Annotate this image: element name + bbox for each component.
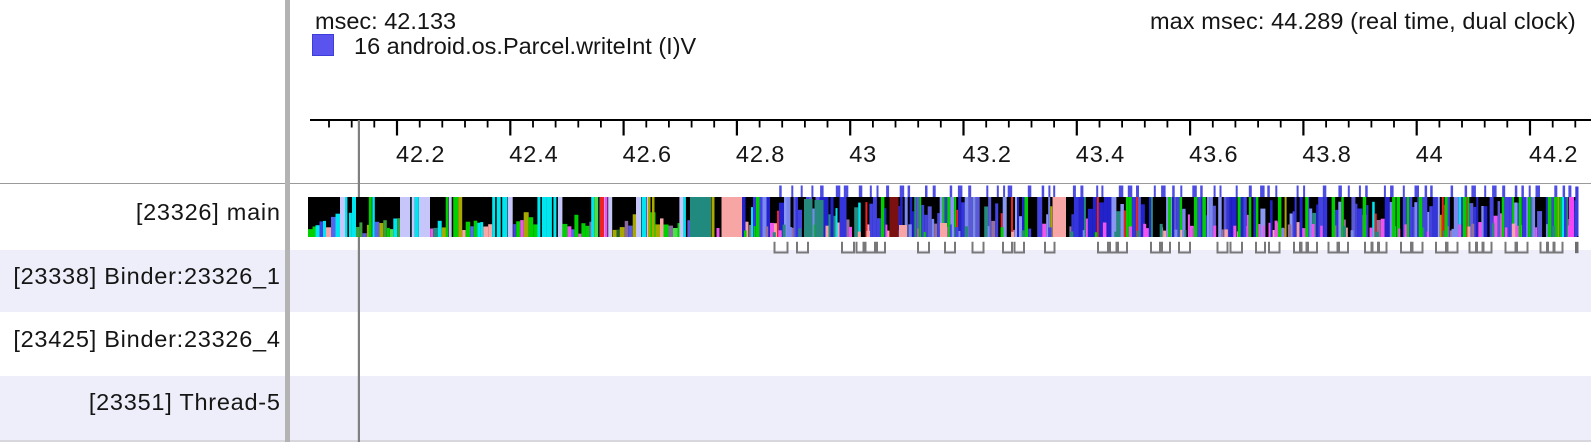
svg-text:42.2: 42.2 — [396, 141, 445, 167]
svg-text:42.6: 42.6 — [623, 141, 672, 167]
svg-text:42.8: 42.8 — [736, 141, 785, 167]
svg-text:43.6: 43.6 — [1189, 141, 1238, 167]
svg-text:43.2: 43.2 — [963, 141, 1012, 167]
svg-text:43.8: 43.8 — [1302, 141, 1351, 167]
svg-text:44.2: 44.2 — [1529, 141, 1578, 167]
svg-text:42.4: 42.4 — [509, 141, 558, 167]
svg-text:44: 44 — [1416, 141, 1444, 167]
svg-text:43: 43 — [849, 141, 877, 167]
svg-text:43.4: 43.4 — [1076, 141, 1125, 167]
